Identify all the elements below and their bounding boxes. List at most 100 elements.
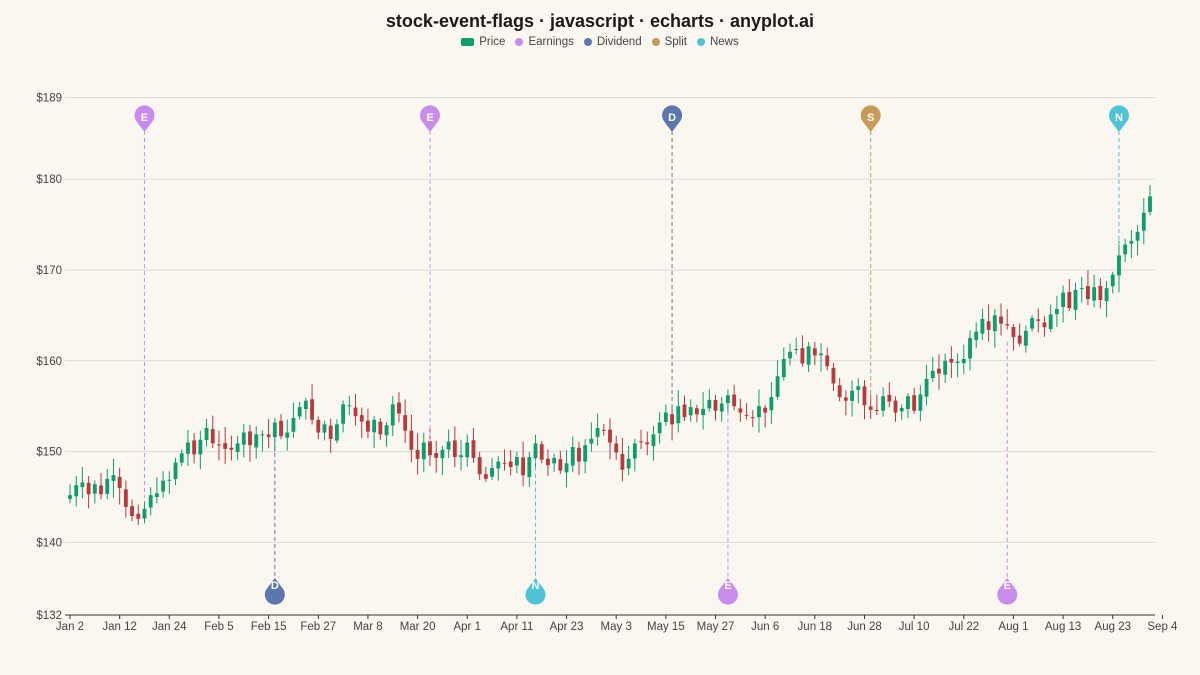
candle-body (130, 506, 134, 517)
candle (732, 384, 737, 411)
legend-label: Dividend (596, 36, 642, 48)
candle-body (303, 400, 308, 409)
candle (583, 439, 588, 474)
candle (775, 360, 780, 400)
candle (154, 477, 159, 504)
candle-body (440, 449, 445, 459)
candle-body (968, 338, 972, 359)
candle (1104, 280, 1109, 318)
x-tick-label: Apr 23 (550, 621, 584, 633)
legend-item-news[interactable]: News (696, 36, 739, 48)
candle (614, 435, 619, 460)
candle-body (527, 457, 532, 478)
candle (937, 354, 941, 390)
candle (874, 394, 879, 416)
candle (552, 453, 557, 472)
candle (521, 441, 526, 487)
candle-body (316, 419, 321, 433)
candle-body (217, 444, 221, 446)
candle (930, 356, 935, 382)
candle (192, 432, 197, 464)
candle-body (136, 513, 141, 519)
candle (223, 426, 228, 465)
candle-body (676, 406, 681, 424)
candle (186, 429, 190, 466)
y-tick-label: $180 (36, 174, 62, 186)
candle (508, 450, 513, 476)
event-letter: N (1115, 112, 1123, 124)
candle (1117, 240, 1121, 293)
event-flag-news[interactable]: N (1108, 105, 1129, 245)
legend-item-price[interactable]: Price (461, 36, 505, 48)
candle-body (906, 396, 910, 409)
candle-body (812, 348, 817, 356)
legend-swatch (696, 38, 705, 46)
x-tick-label: Jul 22 (948, 621, 979, 633)
event-flag-earnings[interactable]: E (420, 105, 440, 445)
candle (248, 424, 252, 462)
event-flag-earnings[interactable]: E (997, 341, 1018, 605)
candle-body (1148, 196, 1152, 212)
candle (757, 389, 761, 433)
legend-swatch (461, 38, 475, 46)
candle-body (186, 442, 190, 454)
candle-body (266, 434, 271, 438)
candle (123, 480, 128, 518)
legend-item-split[interactable]: Split (651, 36, 687, 48)
candle-body (92, 484, 97, 494)
candle (440, 445, 445, 476)
candle (279, 414, 283, 440)
candle-body (986, 321, 991, 330)
candle (514, 451, 519, 474)
candle-body (508, 461, 513, 468)
legend-item-earnings[interactable]: Earnings (515, 36, 574, 48)
candle (974, 322, 979, 349)
candle (366, 408, 370, 439)
candle-body (862, 386, 867, 406)
candle-body (241, 432, 246, 445)
candle (1092, 274, 1097, 308)
x-tick-label: Apr 1 (453, 621, 481, 633)
event-flag-news[interactable]: N (525, 459, 546, 605)
event-flag-earnings[interactable]: E (134, 105, 155, 498)
candle (179, 449, 184, 467)
candles (68, 185, 1152, 525)
candle-body (651, 434, 656, 447)
legend-item-dividend[interactable]: Dividend (583, 36, 642, 48)
candle-body (421, 442, 426, 460)
candle (285, 419, 290, 451)
y-tick-label: $189 (36, 93, 62, 105)
x-tick-label: Apr 11 (500, 621, 533, 633)
event-flag-dividend[interactable]: D (264, 438, 285, 605)
candle-body (428, 441, 432, 456)
candle-body (918, 394, 923, 411)
candle (819, 343, 823, 372)
event-marker (420, 105, 440, 132)
candle (893, 396, 898, 422)
event-flag-split[interactable]: S (860, 105, 881, 399)
candle (241, 424, 246, 458)
candle (403, 399, 408, 444)
candle-body (974, 331, 979, 340)
candle (738, 398, 743, 422)
candle (657, 412, 662, 444)
candle-body (310, 399, 314, 420)
candle (899, 404, 904, 420)
event-flag-dividend[interactable]: D (662, 105, 683, 414)
candle-body (248, 431, 252, 446)
candle (105, 469, 110, 500)
x-tick-label: Jun 28 (847, 621, 882, 633)
candle (80, 466, 85, 499)
candle-body (961, 358, 966, 364)
candle (1110, 271, 1115, 294)
candle (142, 501, 147, 524)
candle (577, 441, 581, 475)
x-tick-label: Mar 8 (353, 621, 382, 633)
candle (260, 430, 265, 452)
candle (881, 387, 886, 417)
event-flag-earnings[interactable]: E (717, 411, 738, 605)
event-marker (717, 578, 738, 605)
candle-body (142, 508, 147, 519)
x-tick-label: Aug 13 (1045, 621, 1081, 633)
candle-body (161, 480, 166, 492)
